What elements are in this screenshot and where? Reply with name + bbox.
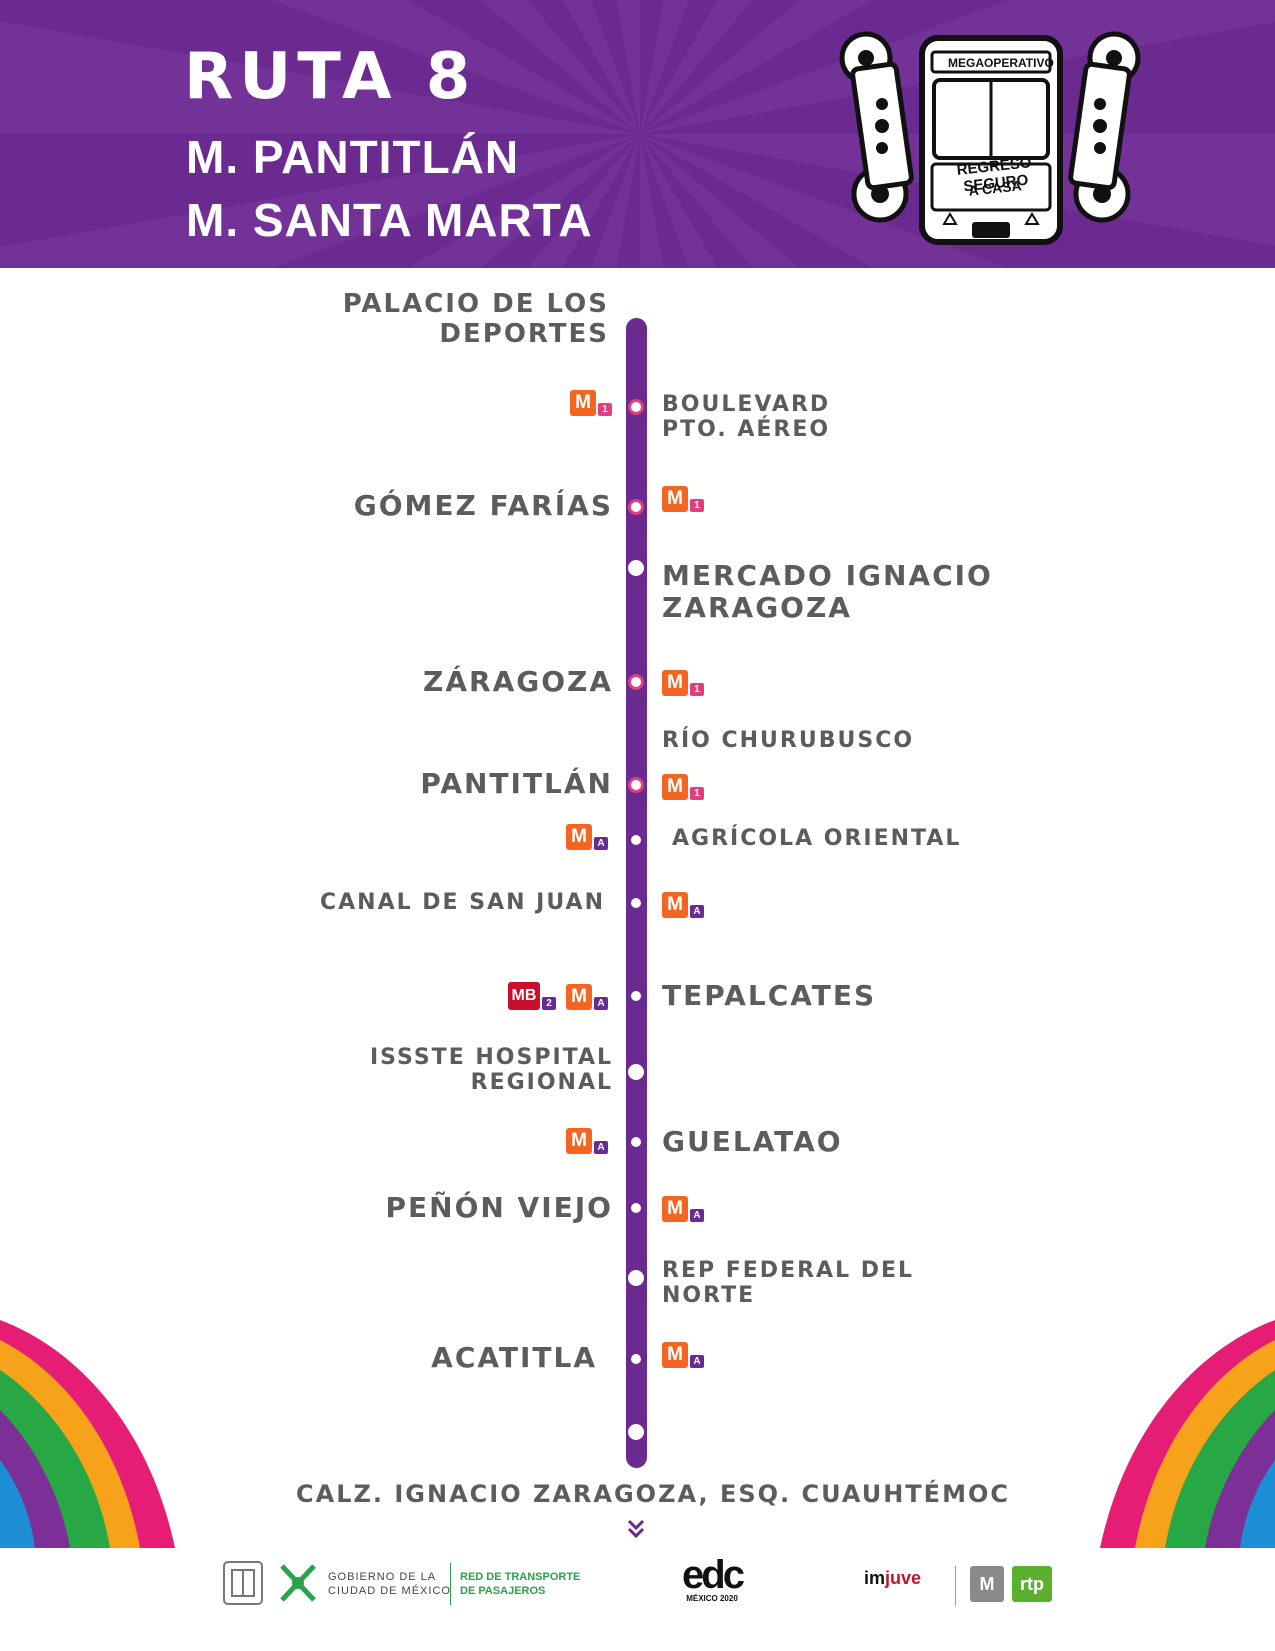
line-1-tag: 1 <box>690 683 704 696</box>
stop-marker-pantitlan[interactable] <box>628 777 644 793</box>
metro-line-a-badge: M A <box>566 824 608 850</box>
line-a-tag: A <box>594 837 608 850</box>
stop-label-mercado: MERCADO IGNACIO ZARAGOZA <box>662 559 993 625</box>
sunburst-ray <box>640 134 800 268</box>
stop-label-issste: ISSSTE HOSPITAL REGIONAL <box>369 1045 613 1096</box>
decorative-corner-right <box>1100 1320 1275 1548</box>
sunburst-ray <box>527 134 640 268</box>
stop-label-gomez-farias: GÓMEZ FARÍAS <box>353 489 613 522</box>
line-a-tag: A <box>594 1141 608 1154</box>
stop-label-guelatao: GUELATAO <box>662 1125 843 1158</box>
stop-label-boulevard: BOULEVARD PTO. AÉREO <box>662 392 831 443</box>
metro-line-a-badge: M A <box>662 892 704 918</box>
regreso-seguro-bus-logo <box>839 31 1141 245</box>
decorative-corner-left <box>0 1320 175 1548</box>
metro-icon: M <box>662 892 688 918</box>
line-a-tag: A <box>690 905 704 918</box>
metro-icon: M <box>570 390 596 416</box>
chevron-down-icon <box>627 1519 645 1539</box>
sunburst-ray <box>640 0 689 134</box>
sunburst-ray <box>0 21 640 134</box>
metro-line-1-badge: M 1 <box>570 390 612 416</box>
line-1-tag: 1 <box>598 403 612 416</box>
stop-marker-penon[interactable] <box>628 1200 644 1216</box>
sunburst-ray <box>640 134 1009 268</box>
metro-icon: M <box>662 1196 688 1222</box>
sunburst-ray <box>591 134 640 268</box>
metro-icon: M <box>662 486 688 512</box>
stop-label-penon: PEÑÓN VIEJO <box>385 1191 613 1224</box>
route-origin: M. PANTITLÁN <box>186 131 520 183</box>
stop-label-rio-churubusco: RÍO CHURUBUSCO <box>662 728 915 753</box>
line-1-tag: 1 <box>690 499 704 512</box>
rtp-logo: rtp <box>1012 1566 1052 1602</box>
metrobus-icon: MB <box>508 982 540 1010</box>
stop-marker-rep-federal[interactable] <box>628 1270 644 1286</box>
stop-marker-guelatao[interactable] <box>628 1134 644 1150</box>
metro-icon: M <box>662 1342 688 1368</box>
route-title: RUTA 8 <box>184 40 477 114</box>
line-a-tag: A <box>690 1209 704 1222</box>
header-banner: RUTA 8 M. PANTITLÁN M. SANTA MARTA MEGAO… <box>0 0 1275 268</box>
metro-logo: M <box>970 1566 1004 1602</box>
stop-label-agricola: AGRÍCOLA ORIENTAL <box>672 826 962 851</box>
line-a-tag: A <box>690 1355 704 1368</box>
stop-label-zaragoza: ZÁRAGOZA <box>423 665 613 698</box>
metro-line-a-badge: M A <box>662 1342 704 1368</box>
gobierno-cdmx-text: GOBIERNO DE LA CIUDAD DE MÉXICO <box>328 1571 451 1597</box>
bus-top-label: MEGAOPERATIVO <box>948 56 1054 70</box>
line-a-tag: A <box>594 997 608 1010</box>
metro-line-1-badge: M 1 <box>662 670 704 696</box>
sunburst-ray <box>271 0 640 134</box>
line-2-tag: 2 <box>542 997 556 1010</box>
edc-logo: edc MÉXICO 2020 <box>682 1553 745 1603</box>
stop-marker-acatitla[interactable] <box>628 1351 644 1367</box>
metro-line-1-badge: M 1 <box>662 774 704 800</box>
stop-marker-gomez-farias[interactable] <box>628 499 644 515</box>
imjuve-logo: imjuve <box>864 1568 922 1588</box>
metro-line-a-badge: M A <box>566 1128 608 1154</box>
stop-marker-mercado[interactable] <box>628 560 644 576</box>
stop-marker-zaragoza[interactable] <box>628 674 644 690</box>
sunburst-ray <box>640 134 718 268</box>
line-1-tag: 1 <box>690 787 704 800</box>
sunburst-ray <box>640 134 664 268</box>
metro-line-a-badge: M A <box>662 1196 704 1222</box>
tepalcates-transfer-badges: MB 2 M A <box>508 982 608 1010</box>
stop-label-palacio: PALACIO DE LOS DEPORTES <box>342 289 609 349</box>
stop-label-pantitlan: PANTITLÁN <box>420 767 613 800</box>
metro-icon: M <box>662 670 688 696</box>
stop-label-rep-federal: REP FEDERAL DEL NORTE <box>662 1258 915 1309</box>
stop-marker-agricola[interactable] <box>628 832 644 848</box>
terminal-label: CALZ. IGNACIO ZARAGOZA, ESQ. CUAUHTÉMOC <box>296 1480 1010 1508</box>
cdmx-logo-icon <box>280 1564 316 1602</box>
stop-marker-tepalcates[interactable] <box>628 988 644 1004</box>
stop-marker-canal[interactable] <box>628 895 644 911</box>
footer-divider <box>955 1566 956 1606</box>
metro-icon: M <box>566 984 592 1010</box>
metro-icon: M <box>662 774 688 800</box>
sunburst-ray <box>407 134 640 268</box>
stop-label-acatitla: ACATITLA <box>431 1341 597 1374</box>
cdmx-shield-icon <box>223 1561 263 1605</box>
stop-label-canal: CANAL DE SAN JUAN <box>320 890 605 915</box>
rtp-text: RED DE TRANSPORTE DE PASAJEROS <box>460 1571 581 1597</box>
metro-icon: M <box>566 1128 592 1154</box>
route-line <box>626 318 647 1468</box>
sunburst-ray <box>0 134 640 268</box>
stop-marker-issste[interactable] <box>628 1064 644 1080</box>
route-destination: M. SANTA MARTA <box>186 194 593 246</box>
stop-marker-boulevard[interactable] <box>628 399 644 415</box>
footer-divider <box>450 1563 451 1605</box>
metro-icon: M <box>566 824 592 850</box>
footer-logos <box>0 1548 1275 1651</box>
stop-marker-terminal[interactable] <box>628 1424 644 1440</box>
metro-line-1-badge: M 1 <box>662 486 704 512</box>
sunburst-ray <box>616 0 640 134</box>
stop-label-tepalcates: TEPALCATES <box>662 979 877 1012</box>
sunburst-ray <box>480 0 640 134</box>
sunburst-ray <box>640 0 873 134</box>
sunburst-ray <box>562 0 640 134</box>
